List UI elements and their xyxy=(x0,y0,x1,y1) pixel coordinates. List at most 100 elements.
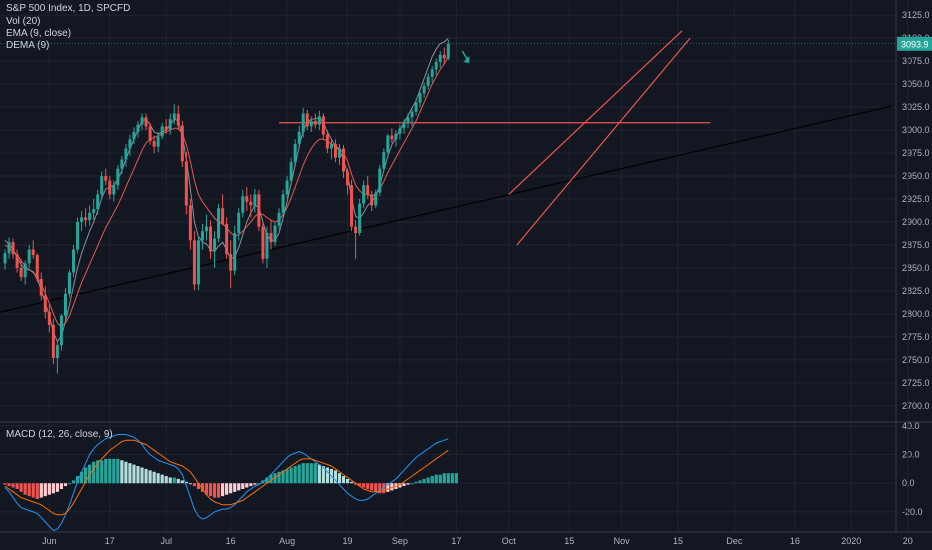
candle-body[interactable] xyxy=(317,116,321,125)
candle-body[interactable] xyxy=(148,126,152,142)
candle-body[interactable] xyxy=(305,113,309,127)
candle-body[interactable] xyxy=(80,217,84,222)
candle-body[interactable] xyxy=(84,217,88,221)
candle-body[interactable] xyxy=(176,113,180,126)
candle-body[interactable] xyxy=(382,152,386,169)
candle-body[interactable] xyxy=(108,180,112,195)
candle-body[interactable] xyxy=(67,272,71,294)
candle-body[interactable] xyxy=(442,54,446,59)
candle-body[interactable] xyxy=(88,212,92,221)
candle-body[interactable] xyxy=(209,226,213,252)
candle-body[interactable] xyxy=(132,131,136,140)
candle-body[interactable] xyxy=(35,255,39,279)
candle-body[interactable] xyxy=(325,134,329,149)
candle-body[interactable] xyxy=(241,196,245,213)
dema-indicator-label[interactable]: DEMA (9) xyxy=(6,40,50,51)
candle-body[interactable] xyxy=(51,324,55,359)
candle-body[interactable] xyxy=(120,159,124,169)
candle-body[interactable] xyxy=(245,196,249,202)
vol-indicator-label[interactable]: Vol (20) xyxy=(6,16,41,27)
candle-body[interactable] xyxy=(426,76,430,86)
candle-body[interactable] xyxy=(297,131,301,144)
candle-body[interactable] xyxy=(237,212,241,234)
candle-body[interactable] xyxy=(249,201,253,206)
symbol-title[interactable]: S&P 500 Index, 1D, SPCFD xyxy=(6,3,131,14)
candle-body[interactable] xyxy=(160,126,164,137)
candle-body[interactable] xyxy=(144,117,148,127)
candle-body[interactable] xyxy=(342,148,346,172)
candle-body[interactable] xyxy=(31,249,35,256)
candle-body[interactable] xyxy=(59,315,63,346)
candle-body[interactable] xyxy=(321,116,325,135)
candle-body[interactable] xyxy=(313,120,317,125)
candle-body[interactable] xyxy=(346,171,350,186)
candle-body[interactable] xyxy=(430,69,434,77)
candle-body[interactable] xyxy=(406,117,410,123)
candle-body[interactable] xyxy=(269,233,273,243)
candle-body[interactable] xyxy=(23,263,27,278)
candle-body[interactable] xyxy=(366,185,370,195)
candle-body[interactable] xyxy=(140,117,144,125)
candle-body[interactable] xyxy=(398,128,402,134)
candle-body[interactable] xyxy=(293,143,297,163)
candle-body[interactable] xyxy=(281,194,285,213)
candle-body[interactable] xyxy=(168,119,172,131)
candle-body[interactable] xyxy=(164,126,168,131)
candle-body[interactable] xyxy=(104,176,108,181)
last-price-badge[interactable] xyxy=(897,36,932,51)
candle-body[interactable] xyxy=(221,208,225,224)
candle-body[interactable] xyxy=(390,135,394,140)
candle-body[interactable] xyxy=(410,111,414,118)
candle-body[interactable] xyxy=(7,242,11,254)
candle-body[interactable] xyxy=(112,185,116,195)
candle-body[interactable] xyxy=(386,135,390,153)
candle-body[interactable] xyxy=(184,161,188,206)
ema-indicator-label[interactable]: EMA (9, close) xyxy=(6,28,72,39)
candle-body[interactable] xyxy=(414,102,418,112)
candle-body[interactable] xyxy=(402,122,406,129)
candle-body[interactable] xyxy=(188,205,192,241)
candle-body[interactable] xyxy=(289,162,293,181)
candle-body[interactable] xyxy=(354,226,358,234)
candle-body[interactable] xyxy=(47,312,51,325)
candle-body[interactable] xyxy=(418,93,422,103)
candle-body[interactable] xyxy=(370,194,374,206)
candle-body[interactable] xyxy=(394,133,398,140)
candle-body[interactable] xyxy=(128,139,132,149)
candle-body[interactable] xyxy=(76,221,80,250)
candle-body[interactable] xyxy=(156,136,160,147)
candle-body[interactable] xyxy=(253,194,257,206)
candle-body[interactable] xyxy=(15,254,19,268)
candle-body[interactable] xyxy=(39,278,43,296)
candle-body[interactable] xyxy=(362,185,366,204)
candle-body[interactable] xyxy=(309,120,313,127)
candle-body[interactable] xyxy=(11,242,15,255)
macd-indicator-label[interactable]: MACD (12, 26, close, 9) xyxy=(6,429,113,440)
candle-body[interactable] xyxy=(233,233,237,271)
candle-body[interactable] xyxy=(273,225,277,243)
candle-body[interactable] xyxy=(446,43,450,59)
candle-body[interactable] xyxy=(19,267,23,278)
candle-body[interactable] xyxy=(301,113,305,132)
candle-body[interactable] xyxy=(55,345,59,359)
candle-body[interactable] xyxy=(333,143,337,158)
candle-body[interactable] xyxy=(196,240,200,285)
candle-body[interactable] xyxy=(72,249,76,273)
candle-body[interactable] xyxy=(100,176,104,195)
candle-body[interactable] xyxy=(180,125,184,162)
candle-body[interactable] xyxy=(337,148,341,158)
candle-body[interactable] xyxy=(96,194,100,210)
candle-body[interactable] xyxy=(374,192,378,206)
candle-body[interactable] xyxy=(43,295,47,313)
candle-body[interactable] xyxy=(434,62,438,70)
candle-body[interactable] xyxy=(285,180,289,195)
candle-body[interactable] xyxy=(261,226,265,259)
candle-body[interactable] xyxy=(225,223,229,255)
candle-body[interactable] xyxy=(200,231,204,241)
candle-body[interactable] xyxy=(438,54,442,63)
candle-body[interactable] xyxy=(265,233,269,259)
candle-body[interactable] xyxy=(27,249,31,264)
candle-body[interactable] xyxy=(205,226,208,232)
candle-body[interactable] xyxy=(3,253,7,264)
